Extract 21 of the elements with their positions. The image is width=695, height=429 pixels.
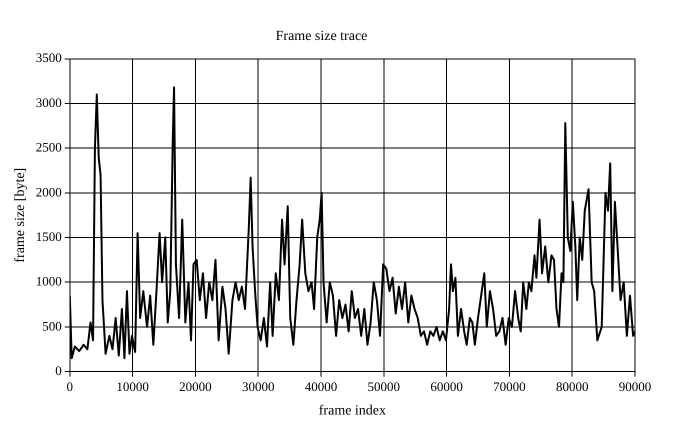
y-tick-label: 1000	[36, 274, 62, 289]
y-axis-title: frame size [byte]	[13, 168, 28, 263]
y-tick-label: 0	[55, 363, 62, 378]
x-tick-label: 10000	[116, 378, 149, 394]
x-tick-label: 50000	[368, 378, 400, 394]
y-tick-label: 500	[42, 318, 62, 334]
x-tick-label: 80000	[556, 378, 588, 394]
y-tick-label: 2000	[36, 184, 62, 200]
x-tick-label: 90000	[618, 378, 652, 394]
y-tick-label: 1500	[36, 228, 62, 244]
x-tick-label: 20000	[179, 378, 212, 394]
y-tick-label: 3000	[36, 94, 62, 110]
y-tick-label: 3500	[36, 50, 62, 66]
x-tick-label: 60000	[430, 378, 463, 394]
chart-title: Frame size trace	[276, 29, 368, 44]
x-tick-label: 0	[66, 378, 74, 394]
x-tick-label: 70000	[493, 378, 526, 394]
y-tick-label: 2500	[36, 140, 62, 155]
x-axis-title: frame index	[318, 403, 386, 418]
x-tick-label: 40000	[304, 378, 338, 394]
x-tick-label: 30000	[242, 378, 274, 394]
